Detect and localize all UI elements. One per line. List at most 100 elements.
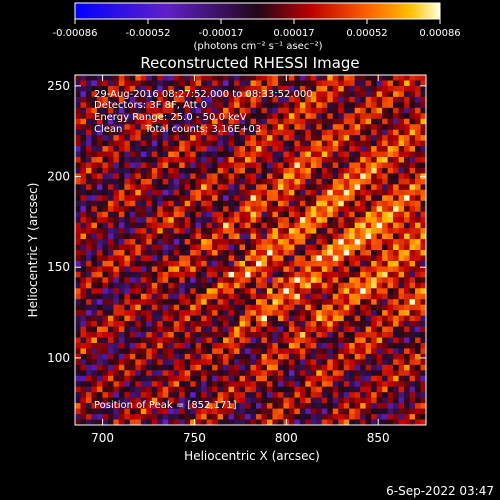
- heatmap-cell: [190, 293, 197, 300]
- heatmap-cell: [250, 162, 257, 169]
- heatmap-cell: [124, 96, 131, 103]
- heatmap-cell: [234, 85, 240, 92]
- heatmap-cell: [398, 135, 405, 142]
- heatmap-cell: [393, 102, 399, 109]
- heatmap-cell: [277, 167, 284, 174]
- heatmap-cell: [239, 271, 246, 278]
- heatmap-cell: [162, 206, 169, 213]
- heatmap-cell: [151, 195, 158, 202]
- heatmap-cell: [151, 293, 158, 300]
- heatmap-cell: [168, 288, 175, 295]
- heatmap-cell: [206, 96, 213, 103]
- heatmap-cell: [393, 129, 399, 136]
- heatmap-cell: [157, 140, 164, 147]
- heatmap-cell: [102, 102, 109, 109]
- heatmap-cell: [277, 342, 284, 349]
- heatmap-cell: [261, 211, 268, 218]
- heatmap-cell: [261, 315, 268, 322]
- heatmap-cell: [376, 277, 383, 284]
- heatmap-cell: [387, 211, 394, 218]
- heatmap-cell: [255, 135, 262, 142]
- heatmap-cell: [201, 277, 208, 284]
- heatmap-cell: [420, 310, 426, 317]
- heatmap-cell: [272, 271, 279, 278]
- heatmap-cell: [250, 233, 257, 240]
- heatmap-cell: [118, 102, 125, 109]
- heatmap-cell: [332, 332, 339, 338]
- heatmap-cell: [157, 392, 164, 399]
- heatmap-cell: [420, 348, 426, 355]
- heatmap-cell: [140, 75, 147, 81]
- heatmap-cell: [162, 299, 169, 306]
- heatmap-cell: [162, 353, 169, 360]
- heatmap-cell: [294, 96, 301, 103]
- heatmap-cell: [261, 293, 268, 300]
- heatmap-cell: [305, 348, 312, 355]
- heatmap-cell: [376, 408, 383, 415]
- heatmap-cell: [113, 140, 120, 147]
- heatmap-cell: [288, 228, 295, 234]
- heatmap-cell: [234, 211, 240, 218]
- heatmap-cell: [129, 310, 136, 317]
- heatmap-cell: [146, 189, 153, 196]
- heatmap-cell: [299, 107, 306, 114]
- heatmap-cell: [354, 124, 361, 131]
- heatmap-cell: [387, 222, 394, 229]
- heatmap-cell: [228, 304, 235, 311]
- heatmap-cell: [228, 96, 235, 103]
- heatmap-cell: [250, 250, 257, 256]
- heatmap-cell: [387, 282, 394, 289]
- heatmap-cell: [179, 124, 186, 131]
- heatmap-cell: [217, 91, 224, 98]
- heatmap-cell: [332, 151, 339, 158]
- heatmap-cell: [217, 189, 224, 196]
- heatmap-cell: [288, 151, 295, 158]
- heatmap-cell: [266, 310, 273, 317]
- heatmap-cell: [382, 250, 389, 256]
- heatmap-cell: [184, 244, 191, 251]
- heatmap-cell: [184, 419, 191, 425]
- heatmap-cell: [376, 375, 383, 382]
- heatmap-cell: [234, 353, 240, 360]
- heatmap-cell: [261, 288, 268, 295]
- heatmap-cell: [140, 337, 147, 344]
- heatmap-cell: [179, 293, 186, 300]
- heatmap-cell: [239, 321, 246, 327]
- heatmap-cell: [409, 75, 416, 81]
- heatmap-cell: [168, 157, 175, 163]
- heatmap-cell: [305, 326, 312, 333]
- heatmap-cell: [162, 392, 169, 399]
- heatmap-cell: [118, 260, 125, 267]
- heatmap-cell: [201, 206, 208, 213]
- heatmap-cell: [360, 85, 367, 92]
- heatmap-cell: [272, 321, 279, 327]
- heatmap-cell: [255, 151, 262, 158]
- heatmap-cell: [420, 260, 426, 267]
- heatmap-cell: [124, 233, 131, 240]
- heatmap-cell: [371, 222, 378, 229]
- heatmap-cell: [162, 162, 169, 169]
- heatmap-cell: [305, 250, 312, 256]
- annotation-detectors: Detectors: 3F 8F, Att 0: [94, 100, 207, 111]
- heatmap-cell: [85, 304, 92, 311]
- heatmap-cell: [124, 375, 131, 382]
- heatmap-cell: [102, 124, 109, 131]
- heatmap-cell: [283, 244, 290, 251]
- heatmap-cell: [135, 392, 142, 399]
- heatmap-cell: [102, 353, 109, 360]
- heatmap-cell: [360, 195, 367, 202]
- heatmap-cell: [129, 370, 136, 377]
- heatmap-cell: [75, 80, 81, 87]
- heatmap-cell: [228, 102, 235, 109]
- heatmap-cell: [255, 244, 262, 251]
- heatmap-cell: [173, 260, 180, 267]
- heatmap-cell: [360, 414, 367, 420]
- heatmap-cell: [239, 403, 246, 409]
- heatmap-cell: [338, 113, 345, 120]
- heatmap-cell: [272, 408, 279, 415]
- heatmap-cell: [107, 288, 114, 295]
- heatmap-cell: [415, 342, 421, 349]
- heatmap-cell: [113, 129, 120, 136]
- heatmap-cell: [365, 107, 372, 114]
- heatmap-cell: [354, 96, 361, 103]
